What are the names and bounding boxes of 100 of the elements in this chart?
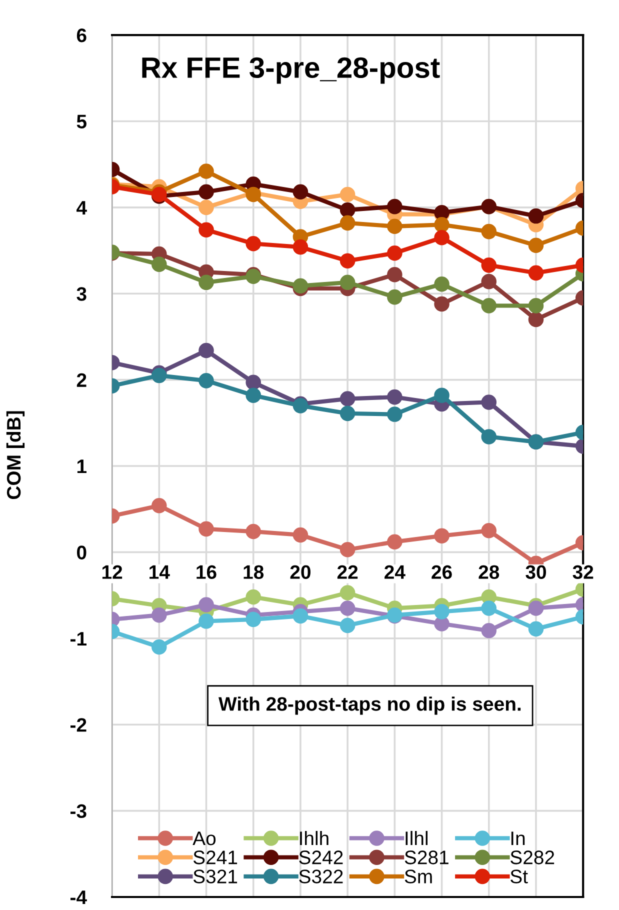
point (387, 267, 402, 282)
y-tick-label: -3 (70, 804, 86, 818)
point (387, 534, 402, 550)
y-tick-label: 2 (76, 373, 86, 387)
x-tick-label: 22 (337, 565, 358, 579)
legend-label: Sm (404, 870, 432, 884)
point (246, 524, 261, 540)
point (198, 597, 214, 612)
legend-label: Ihlh (300, 830, 328, 846)
point (246, 589, 261, 605)
legend-label: Ao (192, 832, 216, 846)
point (528, 208, 544, 224)
legend-label: S241 (193, 850, 238, 864)
point (198, 342, 214, 358)
x-tick-label: 20 (290, 565, 310, 579)
legend-label: S322 (299, 870, 343, 884)
x-tick-label: 30 (526, 565, 546, 580)
point (246, 374, 261, 390)
point (528, 621, 544, 637)
legend-label: Ilhl (406, 830, 428, 846)
point (340, 202, 356, 218)
point (481, 394, 497, 410)
text: Rx FFE 3-pre_28-post (142, 57, 440, 84)
y-tick-label: 3 (76, 287, 86, 301)
point (434, 528, 450, 544)
point (340, 274, 356, 290)
y-tick-label: -1 (70, 632, 86, 646)
point (152, 607, 167, 623)
x-tick-label: 16 (196, 565, 216, 579)
y-tick-label: 0 (76, 546, 86, 560)
point (198, 200, 214, 216)
point (198, 274, 214, 290)
point (152, 498, 167, 514)
point (292, 239, 308, 255)
point (246, 612, 261, 628)
legend-label: In (511, 832, 525, 846)
y-tick-label: 6 (76, 28, 86, 42)
point (434, 230, 450, 246)
point (434, 388, 450, 403)
point (340, 406, 356, 422)
point (387, 289, 402, 305)
point (292, 608, 308, 624)
point (481, 623, 497, 638)
point (528, 298, 544, 314)
point (481, 523, 497, 538)
point (434, 276, 450, 292)
y-tick-label: 4 (76, 201, 87, 214)
x-tick-label: 28 (478, 565, 500, 579)
point (434, 217, 450, 232)
point (340, 618, 356, 634)
x-tick-label: 14 (150, 565, 170, 579)
point (528, 265, 544, 281)
point (198, 222, 214, 238)
point (387, 198, 402, 214)
point (340, 600, 356, 616)
point (246, 236, 261, 252)
y-tick-label: 5 (76, 114, 86, 128)
legend-label: St (510, 870, 528, 884)
point (528, 312, 544, 328)
point (340, 253, 356, 269)
point (481, 298, 497, 314)
legend-label: S242 (299, 850, 343, 864)
x-tick-label: 26 (432, 565, 452, 579)
y-axis-title: COM [dB] (6, 411, 25, 500)
point (198, 373, 214, 388)
point (292, 184, 308, 200)
point (152, 639, 167, 655)
point (152, 256, 167, 272)
point (387, 245, 402, 261)
point (434, 296, 450, 312)
legend-label: S282 (510, 850, 554, 864)
point (340, 186, 356, 202)
point (481, 258, 497, 273)
point (481, 224, 497, 240)
point (434, 616, 450, 632)
y-tick-label: 1 (77, 460, 86, 474)
point (434, 604, 450, 620)
point (481, 429, 497, 444)
annotation: With 28-post-taps no dip is seen. (218, 696, 521, 715)
point (198, 614, 214, 629)
point (387, 389, 402, 405)
point (246, 388, 261, 403)
legend-label: S321 (193, 870, 238, 884)
x-tick-label: 24 (384, 565, 406, 579)
point (340, 585, 356, 600)
point (198, 521, 214, 537)
y-tick-label: -4 (70, 890, 87, 904)
point (481, 600, 497, 616)
point (481, 274, 497, 290)
point (340, 391, 356, 406)
point (340, 215, 356, 231)
legend-label: S281 (404, 850, 448, 864)
x-tick-label: 18 (244, 565, 264, 579)
y-tick-label: -2 (70, 718, 86, 732)
x-tick-label: 12 (102, 565, 122, 579)
point (340, 542, 356, 558)
point (198, 164, 214, 179)
point (292, 278, 308, 294)
point (387, 406, 402, 422)
point (292, 527, 308, 543)
